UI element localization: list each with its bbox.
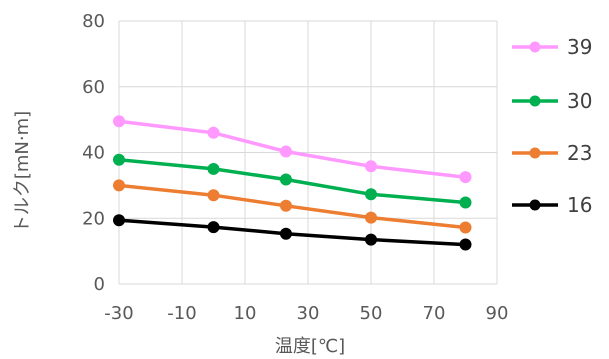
data-point [365,160,377,173]
data-point [459,171,472,184]
x-axis-label: 温度[℃] [275,336,345,357]
data-point [279,173,292,186]
legend-marker-30 [529,95,541,107]
y-tick-label: 40 [82,143,105,164]
data-point [207,126,220,139]
data-point [365,233,377,246]
y-axis-label: トルク[mN·m] [12,111,33,233]
x-tick-label: 30 [297,303,320,324]
data-point [207,189,220,202]
series-line-30 [118,157,466,205]
data-point [365,211,377,224]
x-tick-label: -10 [167,303,196,324]
legend-label: 23 [567,141,592,165]
y-axis-ticks: 0 20 40 60 80 [82,11,105,295]
x-tick-label: 10 [234,303,257,324]
series-group [113,115,472,251]
x-axis-ticks: -30 -10 10 30 50 70 90 [104,303,508,324]
x-tick-label: 50 [360,303,383,324]
y-tick-label: 0 [94,274,105,295]
legend: 39 30 23 16 [512,35,592,217]
data-point [459,221,472,234]
y-tick-label: 60 [82,77,105,98]
legend-marker-39 [529,41,541,53]
legend-marker-23 [529,147,541,159]
series-line-39 [118,119,466,179]
data-point [279,227,292,240]
series-line-23 [118,183,466,230]
data-point [279,145,292,158]
legend-label: 16 [567,193,592,217]
data-point [113,153,125,166]
y-tick-label: 80 [82,11,105,32]
series-line-16 [118,218,466,247]
legend-label: 30 [567,89,592,113]
legend-marker-16 [529,199,541,211]
y-tick-label: 20 [82,208,105,229]
data-point [279,199,292,212]
data-point [459,238,472,251]
data-point [113,115,125,128]
x-tick-label: -30 [104,303,133,324]
x-tick-label: 70 [423,303,446,324]
data-point [459,196,472,209]
data-point [113,179,125,192]
legend-label: 39 [567,35,592,59]
data-point [365,188,377,201]
data-point [207,221,220,234]
data-point [113,214,125,227]
data-point [207,162,220,175]
x-tick-label: 90 [486,303,509,324]
